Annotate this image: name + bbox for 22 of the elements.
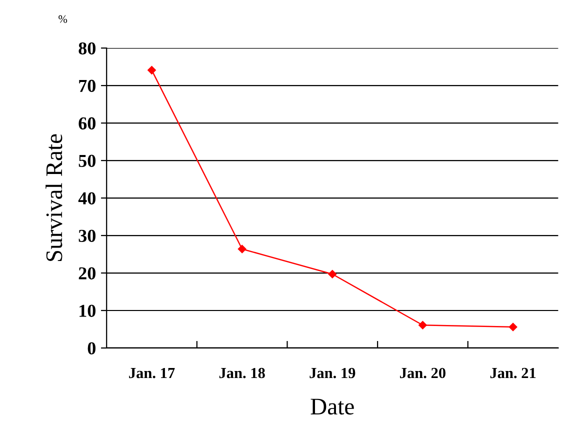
x-tick-label: Jan. 20 [400,368,446,378]
y-tick-label: 70 [79,80,96,92]
x-tick-label: Jan. 21 [490,368,536,378]
point [508,322,518,332]
y-axis-title: Survival Rate [46,134,62,262]
y-tick-label: 0 [88,342,96,354]
y-tick-label: 20 [78,267,96,280]
x-tick-label: Jan. 17 [129,368,175,378]
y-tick-label: 50 [78,154,96,167]
point [418,320,427,330]
x-tick-label: Jan. 19 [310,368,356,378]
y-tick-label: 40 [78,192,96,204]
point [148,66,156,74]
y-tick-label: 80 [78,42,96,54]
text: % [58,15,68,23]
point [328,270,337,278]
x-axis-title: Date [310,398,354,415]
y-tick-label: 10 [80,304,96,317]
x-tick-label: Jan. 18 [219,368,265,378]
y-tick-label: 60 [78,117,96,130]
y-tick-label: 30 [78,230,96,242]
point [238,244,246,254]
